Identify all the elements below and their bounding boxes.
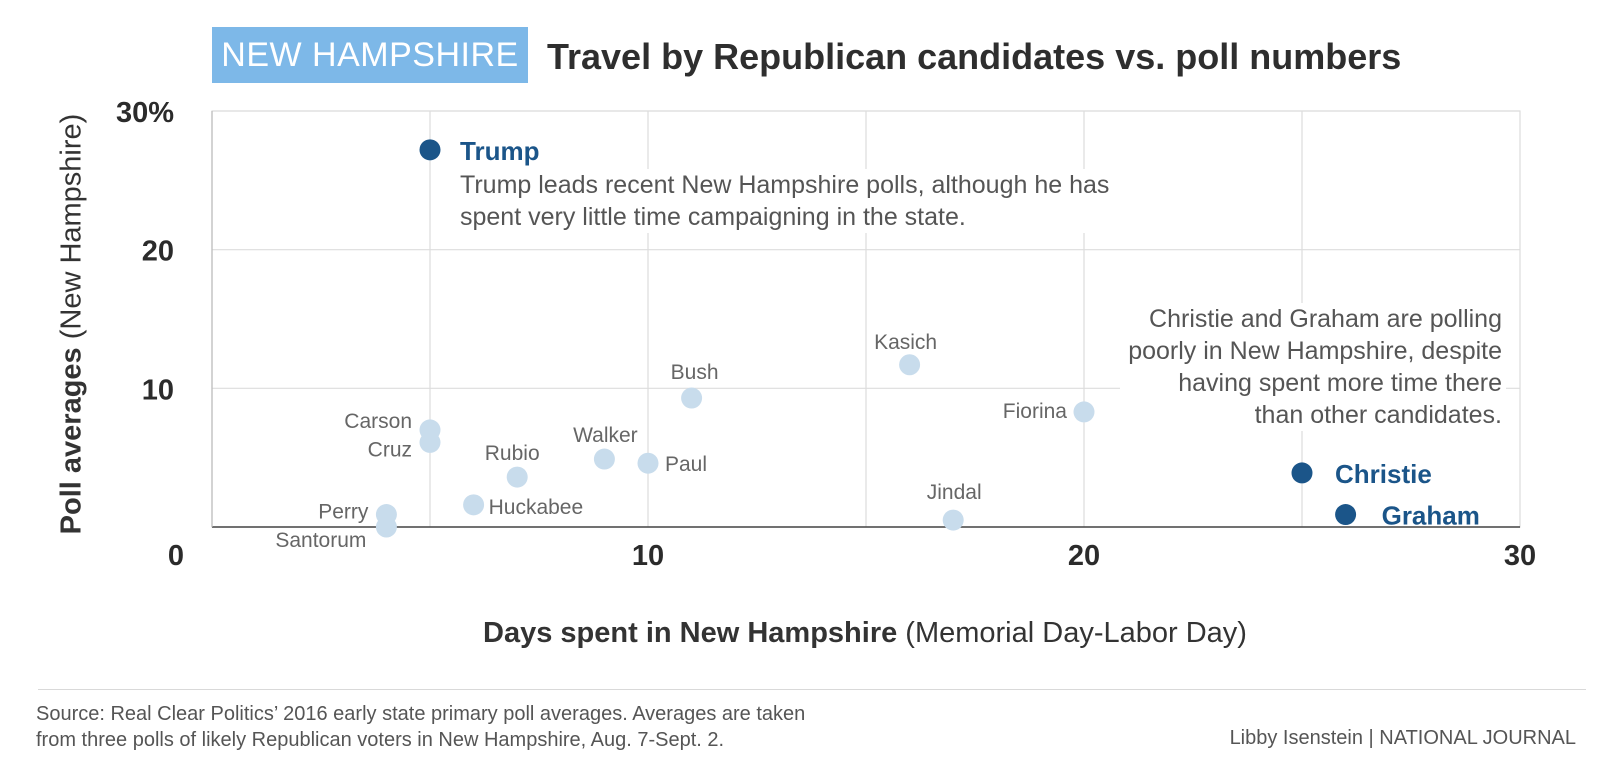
point-layer: Trump Christie Graham Carson Cruz Perry Santor…	[275, 136, 1480, 552]
y-tick-label: 20	[142, 236, 174, 268]
point-huckabee	[463, 494, 485, 516]
point-cruz	[419, 431, 441, 453]
x-axis-title: Days spent in New Hampshire (Memorial Da…	[0, 617, 1600, 650]
point-label-cruz: Cruz	[368, 438, 412, 461]
point-fiorina	[1073, 401, 1095, 423]
point-label-graham: Graham	[1382, 501, 1480, 531]
y-tick-label: 10	[142, 374, 174, 406]
point-santorum	[375, 516, 397, 538]
point-label-carson: Carson	[344, 410, 412, 433]
trump-annotation: Trump leads recent New Hampshire polls, …	[460, 169, 1110, 233]
point-trump	[419, 139, 441, 161]
point-kasich	[899, 354, 921, 376]
y-axis-title-bold: Poll averages	[55, 347, 88, 535]
state-badge: NEW HAMPSHIRE	[212, 27, 528, 83]
credit-line: Libby Isenstein | NATIONAL JOURNAL	[1229, 727, 1576, 749]
point-label-trump: Trump	[460, 136, 539, 166]
point-rubio	[506, 466, 528, 488]
footer-divider	[38, 689, 1586, 690]
point-label-fiorina: Fiorina	[1003, 400, 1068, 423]
source-note: Source: Real Clear Politics’ 2016 early …	[36, 703, 806, 751]
point-label-kasich: Kasich	[874, 331, 937, 354]
x-tick-label: 10	[632, 540, 664, 572]
y-axis-title: Poll averages (New Hampshire)	[56, 114, 89, 535]
point-bush	[681, 387, 703, 409]
y-tick-label: 30%	[116, 97, 174, 129]
x-tick-label: 0	[168, 540, 184, 572]
chart-title: Travel by Republican candidates vs. poll…	[547, 36, 1402, 77]
point-christie	[1291, 462, 1313, 484]
point-paul	[637, 452, 659, 474]
point-walker	[593, 448, 615, 470]
point-label-rubio: Rubio	[485, 442, 540, 465]
point-label-santorum: Santorum	[275, 529, 366, 552]
point-graham	[1335, 504, 1357, 526]
point-label-bush: Bush	[671, 361, 719, 384]
y-axis-title-rest: (New Hampshire)	[55, 113, 88, 348]
point-label-walker: Walker	[573, 424, 638, 447]
point-label-huckabee: Huckabee	[489, 496, 584, 519]
x-axis-title-rest: (Memorial Day-Labor Day)	[897, 617, 1247, 649]
axis-layer: 0 10 20 30 10 20 30%	[116, 97, 1536, 572]
x-tick-label: 20	[1068, 540, 1100, 572]
point-label-perry: Perry	[318, 501, 369, 524]
point-label-jindal: Jindal	[927, 481, 982, 504]
x-tick-label: 30	[1504, 540, 1536, 572]
christie-graham-annotation: Christie and Graham are polling poorly i…	[1120, 303, 1506, 431]
x-axis-title-bold: Days spent in New Hampshire	[483, 617, 898, 649]
point-label-christie: Christie	[1335, 459, 1432, 489]
point-label-paul: Paul	[665, 453, 707, 476]
point-jindal	[942, 509, 964, 531]
